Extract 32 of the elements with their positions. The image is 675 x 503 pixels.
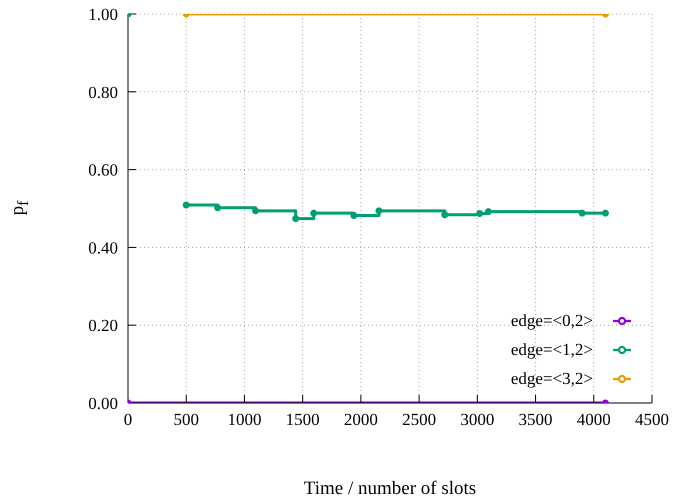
y-tick-label: 0.40	[88, 238, 118, 258]
point	[292, 215, 300, 222]
point	[578, 210, 586, 217]
y-tick-label: 0.00	[88, 394, 118, 414]
x-tick-label: 2000	[344, 410, 378, 430]
x-tick-label: 1000	[227, 410, 262, 430]
point	[476, 210, 484, 218]
x-tick-label: 3500	[518, 410, 553, 430]
x-tick-label: 4000	[576, 410, 611, 430]
point	[441, 211, 448, 218]
point	[182, 202, 190, 208]
x-tick-label: 500	[173, 410, 199, 430]
point	[214, 204, 222, 212]
legend-label: edge=<3,2>	[510, 368, 593, 388]
x-tick-label: 0	[124, 410, 132, 430]
y-tick-label: 0.60	[88, 160, 118, 180]
x-tick-label: 3000	[460, 410, 494, 430]
y-tick-label: 0.80	[88, 82, 118, 102]
point	[602, 210, 609, 217]
x-tick-label: 4500	[635, 410, 669, 430]
legend-label: edge=<0,2>	[510, 310, 593, 330]
point	[310, 210, 318, 217]
y-tick-label: 0.20	[88, 316, 118, 336]
x-axis-title: Time / number of slots	[304, 478, 476, 499]
y-tick-label: 1.00	[88, 5, 118, 24]
legend-label: edge=<1,2>	[510, 340, 593, 358]
point	[484, 208, 492, 216]
point	[350, 212, 358, 219]
point	[252, 207, 260, 214]
x-tick-label: 1500	[286, 410, 320, 430]
x-tick-label: 2500	[402, 410, 436, 430]
point	[375, 207, 382, 214]
